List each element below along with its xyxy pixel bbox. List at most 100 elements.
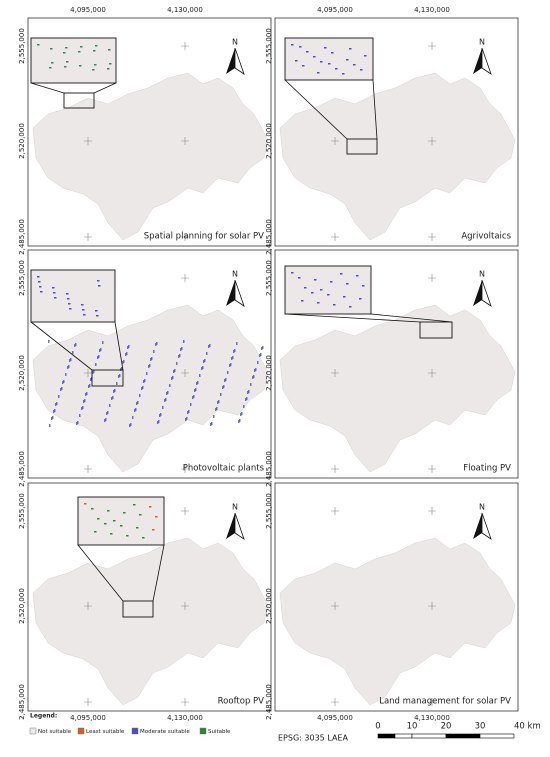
suitability-mark <box>53 410 55 413</box>
suitability-mark <box>159 414 161 417</box>
suitability-mark <box>171 377 173 380</box>
suitability-mark <box>169 384 171 387</box>
suitability-mark <box>252 376 254 379</box>
suitability-mark <box>257 361 259 364</box>
region-shape <box>279 537 516 706</box>
suitability-mark <box>55 403 57 406</box>
suitability-mark <box>100 348 102 351</box>
suitability-mark <box>60 388 62 391</box>
panel-title: Photovoltaic plants <box>183 464 265 474</box>
y-coord-label: 2,520,000 <box>18 588 26 624</box>
inset-mark <box>331 52 334 54</box>
north-label: N <box>232 503 238 512</box>
grid-cross <box>428 369 436 377</box>
suitability-mark <box>230 363 232 366</box>
inset-mark <box>342 73 345 75</box>
suitability-mark <box>250 383 252 386</box>
grid-cross <box>428 698 436 706</box>
grid-cross <box>331 369 339 377</box>
region-shape <box>279 304 516 473</box>
suitability-mark <box>105 418 107 421</box>
suitability-mark <box>153 350 155 353</box>
suitability-mark <box>82 406 84 409</box>
grid-cross <box>84 465 92 473</box>
inset-mark <box>37 44 40 46</box>
legend-label: Not suitable <box>38 729 72 735</box>
panel-title: Spatial planning for solar PV <box>144 232 264 242</box>
suitability-mark <box>83 400 85 403</box>
inset-mark <box>136 527 139 529</box>
north-arrow <box>234 512 245 540</box>
grid-cross <box>84 602 92 610</box>
suitability-mark <box>56 402 58 405</box>
inset-mark <box>314 279 317 281</box>
inset-mark <box>152 529 155 531</box>
inset-mark <box>353 64 356 66</box>
inset-mark <box>364 55 367 57</box>
x-coord-label: 4,130,000 <box>167 6 203 14</box>
y-coord-label: 2,555,000 <box>265 28 273 64</box>
inset-mark <box>83 314 86 316</box>
suitability-mark <box>143 380 145 383</box>
inset-mark <box>84 503 87 505</box>
inset-mark <box>51 62 54 64</box>
suitability-mark <box>176 362 178 365</box>
inset-mark <box>81 304 84 306</box>
inset-mark <box>304 287 307 289</box>
suitability-mark <box>254 369 256 372</box>
suitability-mark <box>69 359 71 362</box>
legend-label: Suitable <box>208 729 231 735</box>
suitability-mark <box>63 380 65 383</box>
suitability-mark <box>165 398 167 401</box>
inset-mark <box>346 59 349 61</box>
scale-label: 30 <box>475 722 486 732</box>
grid-cross <box>84 233 92 241</box>
suitability-mark <box>107 411 109 414</box>
north-label: N <box>479 270 485 279</box>
suitability-mark <box>62 381 64 384</box>
suitability-mark <box>178 355 180 358</box>
grid-cross <box>84 698 92 706</box>
suitability-mark <box>144 379 146 382</box>
suitability-mark <box>179 354 181 357</box>
inset-mark <box>291 44 294 46</box>
inset-mark <box>78 51 81 53</box>
inset-mark <box>335 68 338 70</box>
suitability-mark <box>134 409 136 412</box>
suitability-mark <box>166 392 168 395</box>
suitability-mark <box>136 402 138 405</box>
inset-mark <box>311 292 314 294</box>
inset-mark <box>291 272 294 274</box>
y-coord-label: 2,555,000 <box>18 28 26 64</box>
north-arrow <box>226 513 235 539</box>
grid-cross <box>181 274 189 282</box>
x-coord-label: 4,095,000 <box>317 6 353 14</box>
suitability-mark <box>164 399 166 402</box>
scale-label: 0 <box>375 722 380 732</box>
inset-mark <box>343 296 346 298</box>
legend-label: Least suitable <box>86 729 125 735</box>
grid-cross <box>181 602 189 610</box>
suitability-mark <box>217 401 219 404</box>
grid-cross <box>331 137 339 145</box>
inset-box <box>284 265 372 315</box>
grid-cross <box>181 507 189 515</box>
suitability-mark <box>51 417 53 420</box>
suitability-mark <box>139 394 141 397</box>
north-arrow <box>234 47 245 75</box>
suitability-mark <box>238 420 240 423</box>
inset-mark <box>80 46 83 48</box>
inset-connector <box>77 544 165 602</box>
suitability-mark <box>196 382 198 385</box>
suitability-mark <box>194 389 196 392</box>
inset-mark <box>295 60 298 62</box>
grid-cross <box>331 507 339 515</box>
suitability-mark <box>89 384 91 387</box>
y-coord-label: 2,520,000 <box>18 355 26 391</box>
suitability-mark <box>97 356 99 359</box>
suitability-mark <box>111 397 113 400</box>
inset-mark <box>356 275 359 277</box>
suitability-mark <box>227 371 229 374</box>
suitability-mark <box>234 349 236 352</box>
